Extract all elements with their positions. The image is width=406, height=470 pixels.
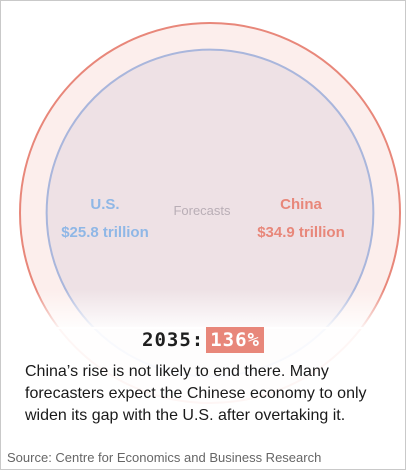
year-ratio-heading: 2035: 136%: [1, 325, 405, 355]
china-value-label: $34.9 trillion: [257, 224, 345, 241]
description-text: China’s rise is not likely to end there.…: [25, 363, 367, 424]
year-label: 2035:: [142, 329, 205, 351]
us-value-label: $25.8 trillion: [61, 224, 149, 241]
china-series-label: China: [280, 196, 322, 213]
us-series-label: U.S.: [90, 196, 119, 213]
ratio-badge: 136%: [206, 327, 264, 353]
forecasts-annotation: Forecasts: [173, 203, 231, 218]
caption-panel: [1, 327, 405, 469]
fade-overlay: [1, 289, 405, 329]
source-note: Source: Centre for Economics and Busines…: [7, 450, 322, 465]
